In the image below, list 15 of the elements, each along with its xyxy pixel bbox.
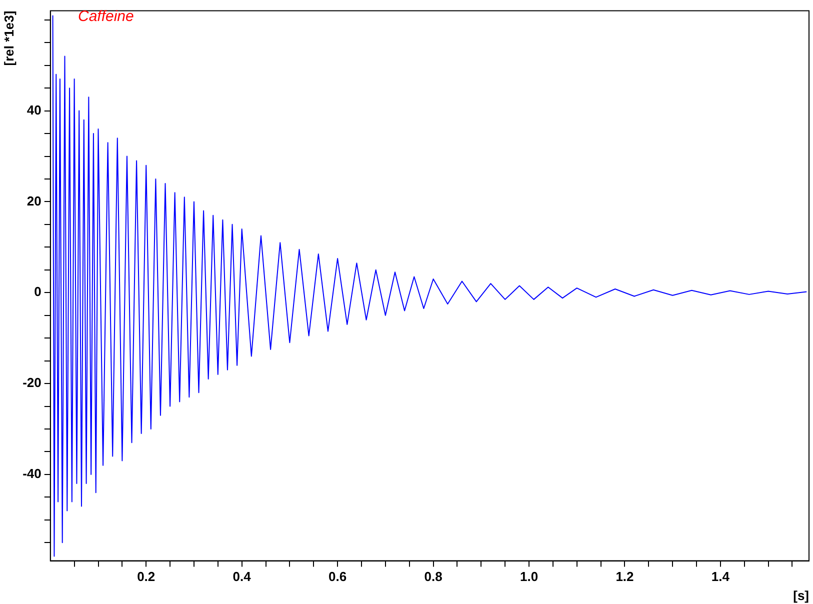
- x-tick-label: 1.4: [711, 569, 730, 584]
- x-tick-label: 0.8: [424, 569, 442, 584]
- y-tick-label: 40: [26, 102, 42, 118]
- y-tick-label: -20: [22, 375, 42, 390]
- y-tick-label: -40: [22, 466, 42, 482]
- x-tick-label: 1.2: [616, 569, 634, 584]
- x-tick-label: 0.4: [232, 569, 252, 584]
- chart-title: Caffeine: [78, 8, 134, 25]
- x-tick-label: 0.2: [137, 569, 156, 584]
- y-tick-label: 20: [26, 193, 42, 208]
- y-axis-title: [rel *1e3]: [1, 10, 16, 66]
- x-axis-title: [s]: [793, 588, 809, 603]
- y-tick-label: 0: [34, 284, 42, 300]
- x-tick-label: 0.6: [328, 569, 347, 584]
- x-tick-label: 1.0: [520, 569, 538, 584]
